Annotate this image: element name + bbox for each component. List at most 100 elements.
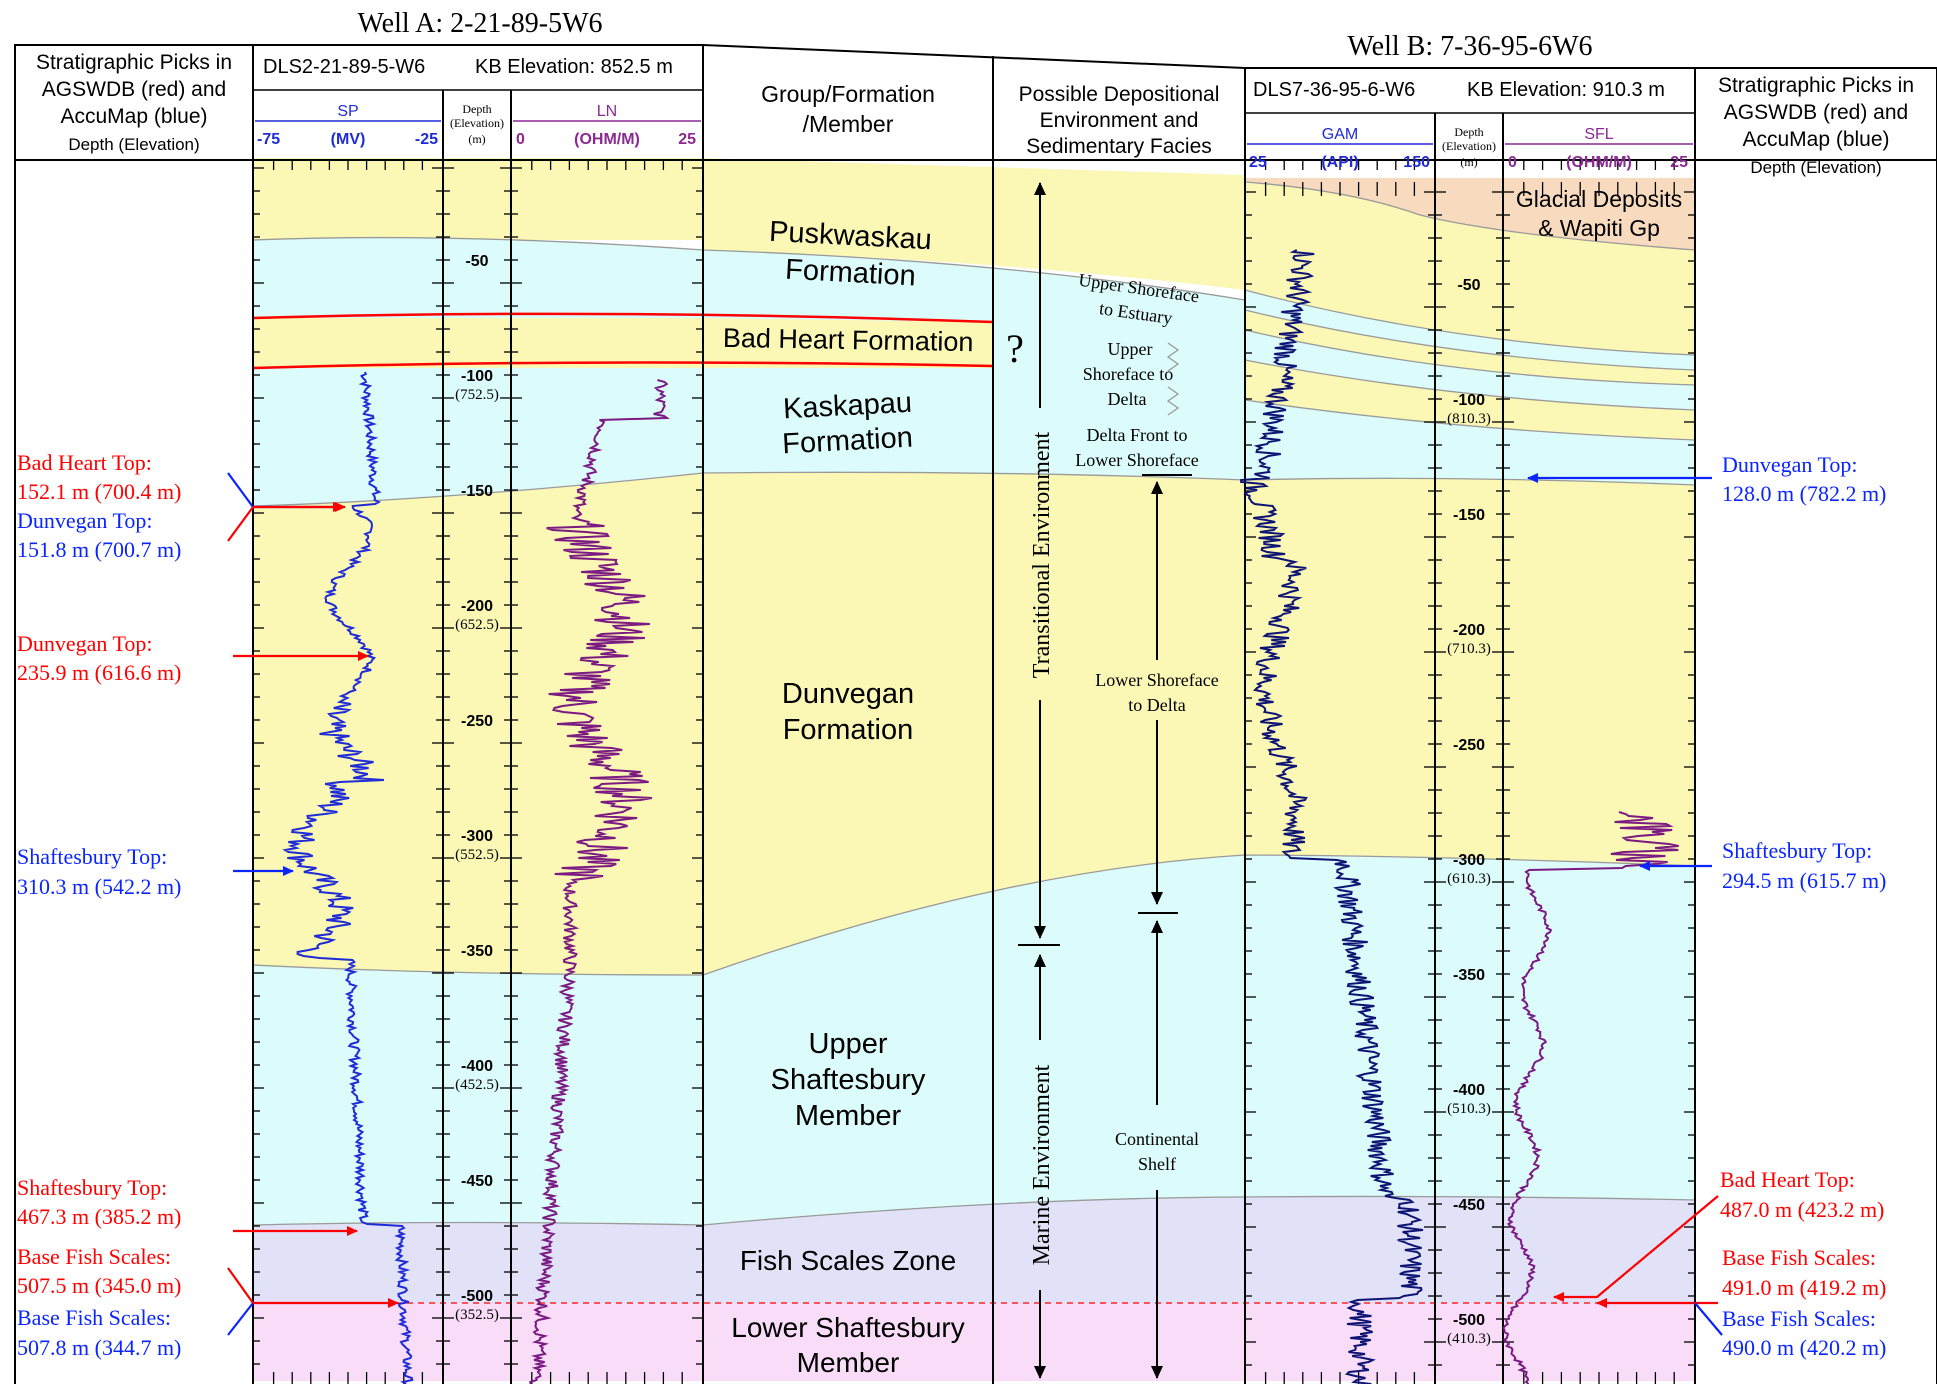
- picks-left: Bad Heart Top: 152.1 m (700.4 m) Dunvega…: [17, 450, 181, 1360]
- upper-shaftesbury-line1: Upper: [809, 1028, 888, 1060]
- right-header-line4: Depth (Elevation): [1750, 158, 1881, 177]
- depth-a-head-1: Depth: [462, 102, 491, 116]
- log-curves: [282, 249, 1679, 1384]
- well-a-depth-label: -250: [461, 713, 493, 730]
- sp-track-max: -25: [415, 131, 438, 148]
- well-b-title: Well B: 7-36-95-6W6: [1347, 31, 1592, 62]
- formation-names: Puskwaskau Formation Bad Heart Formation…: [723, 216, 974, 1378]
- left-header-line3: AccuMap (blue): [60, 105, 207, 128]
- header-sublines: [253, 89, 1695, 114]
- upper-shoreface-delta-3: Delta: [1108, 389, 1147, 409]
- right-header-line1: Stratigraphic Picks in: [1718, 74, 1914, 97]
- ln-curve: [529, 379, 670, 1384]
- gam-track-unit: (API): [1321, 154, 1358, 171]
- well-a-depth-label: -500: [461, 1288, 493, 1305]
- pick-left-1-a: Bad Heart Top:: [17, 450, 152, 475]
- depth-b-head-3: (m): [1460, 155, 1477, 169]
- question-mark: ?: [1006, 326, 1024, 371]
- band-mid-puskwaskau-cyan: [703, 250, 1245, 500]
- band-a-fish-scales: [253, 1222, 703, 1303]
- sfl-track-min: 0: [1508, 154, 1517, 171]
- sp-track-name: SP: [337, 103, 358, 120]
- band-b-kaskapau: [1245, 400, 1695, 485]
- sfl-curve: [1502, 811, 1679, 1384]
- band-b-lower-shaftesbury: [1245, 1303, 1695, 1381]
- right-header-line2: AGSWDB (red) and: [1724, 101, 1908, 124]
- band-b-thin-yellow-2: [1245, 360, 1695, 440]
- depth-labels-well-a: -50 -100 (752.5) -150 -200 (652.5) -250 -300 (55…: [455, 253, 499, 1323]
- band-mid-bad-heart: [703, 318, 993, 368]
- well-a-depth-label: -100: [461, 368, 493, 385]
- well-b-depth-label: -500: [1453, 1312, 1485, 1329]
- pick-left-7-a: Base Fish Scales:: [17, 1305, 171, 1330]
- dunvegan-line2: Formation: [783, 714, 914, 746]
- left-header-line4: Depth (Elevation): [68, 135, 199, 154]
- well-a-elevation-label: (352.5): [455, 1307, 499, 1323]
- well-b-elevation-label: (810.3): [1447, 411, 1491, 427]
- lower-shoreface-1: Lower Shoreface: [1095, 670, 1218, 690]
- upper-shaftesbury-line3: Member: [795, 1100, 902, 1132]
- well-b-elevation-label: (510.3): [1447, 1101, 1491, 1117]
- formation-header-line1: Group/Formation: [761, 81, 935, 107]
- well-a-header: DLS2-21-89-5-W6 KB Elevation: 852.5 m SP…: [257, 56, 696, 148]
- sfl-track-max: 25: [1670, 154, 1688, 171]
- depth-b-head-1: Depth: [1454, 125, 1483, 139]
- band-b-fish-scales: [1245, 1196, 1695, 1303]
- band-b-glacial: [1245, 178, 1695, 250]
- ln-track-unit: (OHM/M): [574, 131, 640, 148]
- pick-right-5-a: Base Fish Scales:: [1722, 1306, 1876, 1331]
- ln-track-max: 25: [678, 131, 696, 148]
- band-mid-puskwaskau-yellow: [703, 158, 1245, 290]
- right-picks-header: Stratigraphic Picks in AGSWDB (red) and …: [1718, 74, 1914, 177]
- well-a-elevation-label: (552.5): [455, 847, 499, 863]
- band-mid-upper-shaftesbury: [703, 855, 1245, 1225]
- pick-right-1-b: 128.0 m (782.2 m): [1722, 481, 1886, 506]
- well-b-depth-label: -200: [1453, 622, 1485, 639]
- band-b-thin-yellow-1: [1245, 310, 1695, 385]
- upper-shaftesbury-line2: Shaftesbury: [771, 1064, 926, 1096]
- well-b-elevation-label: (410.3): [1447, 1331, 1491, 1347]
- bad-heart-top-line: [252, 312, 994, 324]
- band-a-upper-shaftesbury: [253, 965, 703, 1225]
- well-b-kb: KB Elevation: 910.3 m: [1467, 79, 1665, 101]
- fish-scales-label: Fish Scales Zone: [740, 1245, 956, 1276]
- kaskapau-line2: Formation: [782, 422, 914, 461]
- pick-arrows-right: [1527, 473, 1723, 1336]
- pick-right-3-a: Bad Heart Top:: [1720, 1167, 1855, 1192]
- well-a-depth-label: -350: [461, 943, 493, 960]
- well-b-depth-label: -50: [1457, 277, 1480, 294]
- well-a-depth-label: -450: [461, 1173, 493, 1190]
- ln-track-name: LN: [597, 103, 617, 120]
- continental-shelf-2: Shelf: [1138, 1154, 1176, 1174]
- well-a-depth-label: -200: [461, 598, 493, 615]
- gam-track-min: 25: [1249, 154, 1267, 171]
- column-lines: [14, 45, 1937, 1384]
- sp-curve: [282, 371, 414, 1384]
- well-a-elevation-label: (752.5): [455, 387, 499, 403]
- well-b-depth-label: -300: [1453, 852, 1485, 869]
- well-b-elevation-label: (610.3): [1447, 871, 1491, 887]
- track-scale-lines: [255, 120, 1693, 145]
- band-mid-fish-scales: [703, 1197, 1245, 1303]
- lower-shaftesbury-line2: Member: [797, 1347, 900, 1378]
- pick-right-2-a: Shaftesbury Top:: [1722, 838, 1872, 863]
- band-b-upper-shaftesbury: [1245, 855, 1695, 1200]
- band-a-dunvegan: [253, 473, 703, 975]
- sfl-track-unit: (OHM/M): [1566, 154, 1632, 171]
- well-a-elevation-label: (652.5): [455, 617, 499, 633]
- gam-track-max: 150: [1403, 154, 1430, 171]
- ln-track-min: 0: [516, 131, 525, 148]
- depth-b-head-2: (Elevation): [1442, 139, 1496, 153]
- well-a-elevation-label: (452.5): [455, 1077, 499, 1093]
- band-b-thin-cyan-1: [1245, 290, 1695, 370]
- well-b-depth-label: -150: [1453, 507, 1485, 524]
- glacial-line1: Glacial Deposits: [1516, 186, 1682, 212]
- marine-label: Marine Environment: [1029, 1064, 1055, 1265]
- environment-arrows: [1018, 182, 1192, 1379]
- environment-header: Possible Depositional Environment and Se…: [1019, 83, 1220, 158]
- bad-heart-label: Bad Heart Formation: [723, 323, 974, 357]
- sp-track-min: -75: [257, 131, 280, 148]
- pick-right-4-a: Base Fish Scales:: [1722, 1245, 1876, 1270]
- band-b-dunvegan: [1245, 478, 1695, 866]
